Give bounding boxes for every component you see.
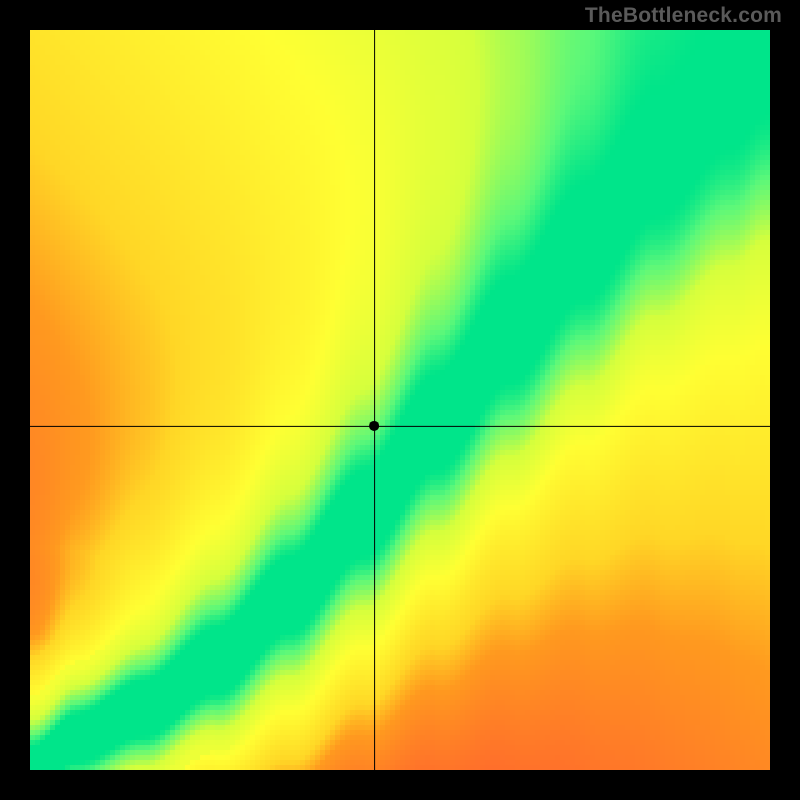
attribution-text: TheBottleneck.com [585, 4, 782, 28]
chart-container: TheBottleneck.com [0, 0, 800, 800]
plot-area [30, 30, 770, 770]
heatmap-canvas [30, 30, 770, 770]
